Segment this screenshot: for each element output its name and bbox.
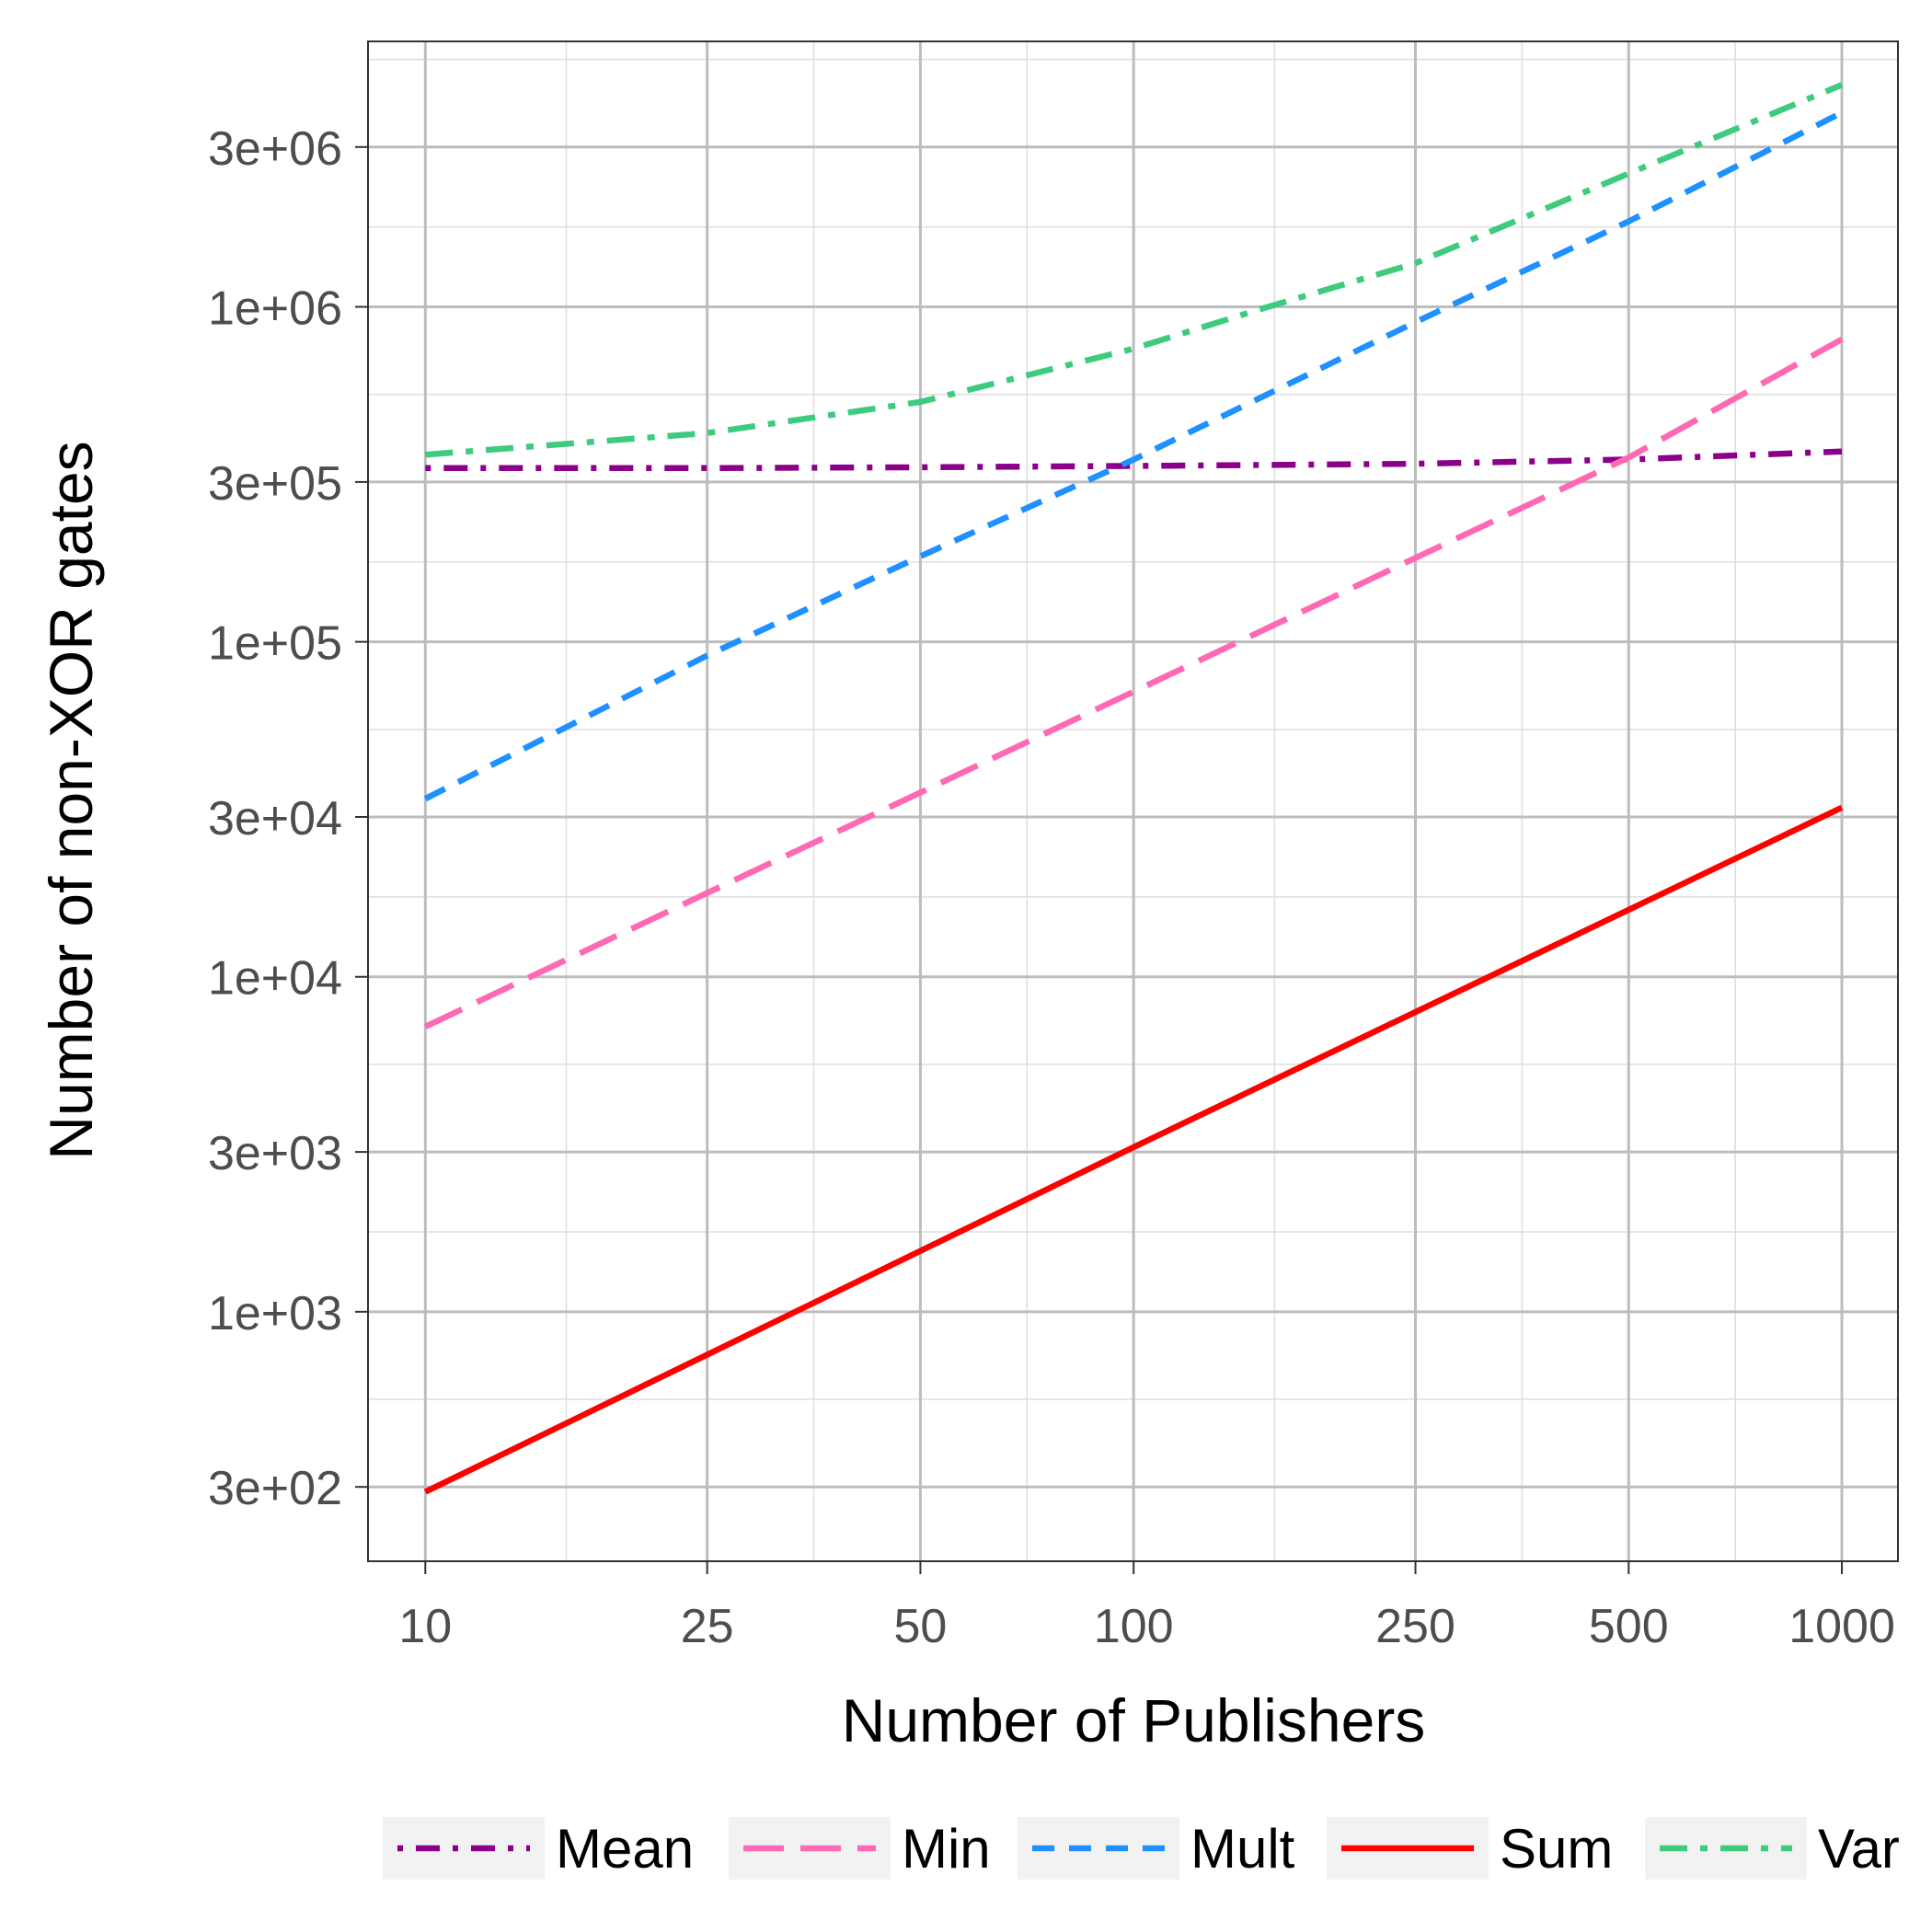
y-axis-title: Number of non-XOR gates (37, 441, 105, 1159)
y-tick-label: 3e+05 (208, 457, 342, 511)
x-tick-label: 250 (1375, 1600, 1455, 1653)
legend-label-mean: Mean (556, 1818, 694, 1880)
y-tick-label: 3e+06 (208, 122, 342, 176)
y-tick-label: 3e+04 (208, 792, 342, 845)
x-axis-title: Number of Publishers (842, 1686, 1426, 1754)
y-tick-label: 3e+02 (208, 1462, 342, 1515)
x-tick-label: 50 (893, 1600, 947, 1653)
series-line-min (423, 336, 1844, 1029)
y-tick-label: 3e+03 (208, 1127, 342, 1180)
series-layer (423, 82, 1844, 1495)
legend-label-var: Var (1818, 1818, 1900, 1880)
series-line-sum (423, 804, 1844, 1495)
y-tick-label: 1e+03 (208, 1287, 342, 1340)
x-tick-label: 100 (1094, 1600, 1174, 1653)
y-tick-label: 1e+05 (208, 617, 342, 671)
legend: Mean Min Mult Sum Var (383, 1817, 1900, 1880)
x-tick-label: 1000 (1788, 1600, 1895, 1653)
legend-label-mult: Mult (1190, 1818, 1295, 1880)
grid-major (368, 41, 1898, 1561)
legend-key-mean (383, 1817, 545, 1880)
y-tick-label: 1e+06 (208, 282, 342, 336)
x-tick-label: 10 (398, 1600, 452, 1653)
legend-label-min: Min (902, 1818, 991, 1880)
y-axis-ticks: 3e+02 1e+03 3e+03 1e+04 3e+04 1e+05 3e+05 1e+06… (208, 122, 368, 1515)
x-tick-label: 25 (681, 1600, 734, 1653)
series-line-var (425, 82, 1844, 458)
x-axis-ticks: 10 25 50 100 250 500 1000 (398, 1561, 1895, 1653)
x-tick-label: 500 (1589, 1600, 1669, 1653)
y-tick-label: 1e+04 (208, 952, 342, 1006)
series-line-mult (423, 109, 1844, 802)
legend-label-sum: Sum (1500, 1818, 1613, 1880)
